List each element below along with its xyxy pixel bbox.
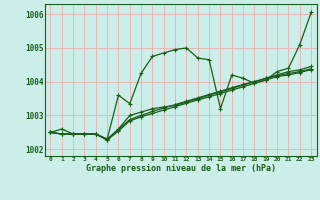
X-axis label: Graphe pression niveau de la mer (hPa): Graphe pression niveau de la mer (hPa) bbox=[86, 164, 276, 173]
